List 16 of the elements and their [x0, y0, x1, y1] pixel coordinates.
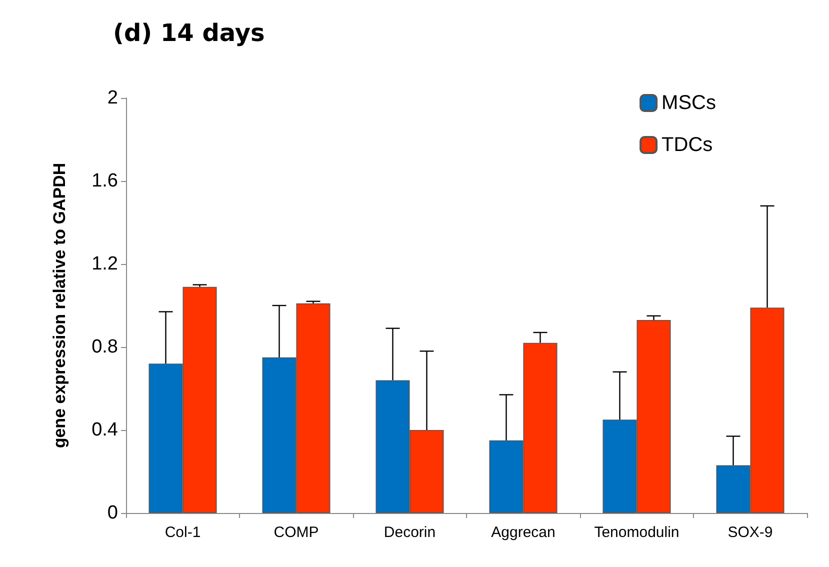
y-tick-label: 1.6: [92, 170, 118, 192]
x-tick-label: Aggrecan: [491, 524, 556, 541]
x-tick-label: COMP: [274, 524, 319, 541]
chart-title: (d) 14 days: [113, 19, 265, 47]
x-tick-label: Tenomodulin: [594, 524, 680, 541]
legend-label: TDCs: [662, 134, 713, 156]
legend-label: MSCs: [662, 92, 716, 114]
x-tick-label: Decorin: [384, 524, 436, 541]
y-tick-label: 0.8: [92, 336, 118, 358]
y-tick-label: 0: [107, 502, 118, 524]
y-tick-label: 1.2: [92, 254, 118, 274]
x-tick-label: SOX-9: [728, 524, 773, 541]
y-tick-label: 2: [107, 88, 118, 108]
x-tick-label: Col-1: [164, 524, 201, 541]
y-tick-label: 0.4: [92, 420, 118, 440]
y-axis-title: gene expression relative to GAPDH: [50, 162, 69, 448]
